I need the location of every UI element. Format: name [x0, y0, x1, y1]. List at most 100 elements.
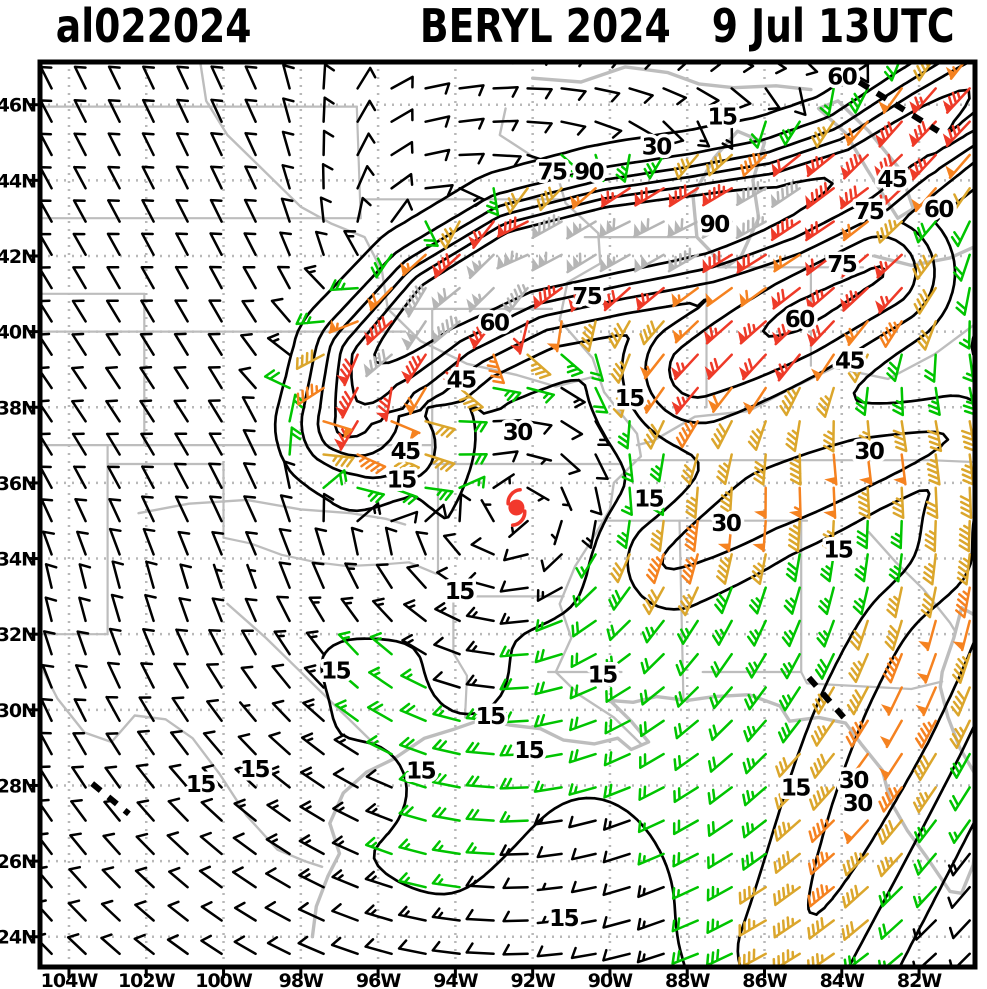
y-axis-tick-label: 32N	[0, 624, 36, 646]
contour-label: 90	[700, 212, 730, 238]
contour-label: 30	[843, 791, 873, 817]
contour-label: 15	[707, 104, 737, 130]
contour-label: 75	[537, 159, 567, 185]
contour-label: 45	[878, 167, 908, 193]
state-border	[452, 595, 469, 719]
wind-barbs	[295, 64, 973, 965]
wind-barbs	[365, 181, 801, 378]
coastline	[310, 693, 973, 939]
trough-axis-dashed	[90, 781, 131, 817]
contour-label: 30	[503, 420, 533, 446]
isotach-30kt	[300, 64, 973, 965]
hurricane-icon	[506, 487, 527, 528]
contour-labels-layer: 60 15 30 75 90 45 75 60 90 75 75 60 60 45 45 15 30 45 30 15…	[182, 64, 958, 936]
river	[137, 498, 407, 526]
contour-label: 30	[854, 439, 884, 465]
y-axis-tick-label: 30N	[0, 700, 36, 722]
x-axis-tick-label: 94W	[433, 970, 478, 989]
contour-label: 45	[447, 367, 477, 393]
contour-label: 90	[574, 159, 604, 185]
contour-label: 15	[186, 772, 216, 798]
y-axis-tick-label: 26N	[0, 851, 36, 873]
map-frame	[37, 59, 978, 970]
wind-barbs	[42, 64, 971, 965]
contour-label: 15	[445, 579, 475, 605]
contour-label: 15	[476, 704, 506, 730]
x-axis-tick-label: 98W	[279, 970, 324, 989]
contour-label: 15	[240, 757, 270, 783]
x-axis-tick-label: 88W	[665, 970, 710, 989]
state-border	[632, 459, 973, 464]
contour-label: 45	[835, 348, 865, 374]
wind-barbs	[338, 87, 971, 451]
contour-label: 30	[642, 135, 672, 161]
contour-label: 45	[391, 439, 421, 465]
contour-label: 15	[823, 537, 853, 563]
y-axis-tick-label: 46N	[0, 95, 36, 117]
contour-label: 60	[785, 307, 815, 333]
lake-shore	[531, 65, 813, 92]
contour-label: 75	[827, 252, 857, 278]
river	[199, 64, 594, 388]
state-border	[355, 105, 362, 220]
wind-barbs	[263, 64, 973, 965]
y-axis-tick-label: 42N	[0, 246, 36, 268]
contour-label: 15	[588, 662, 618, 688]
contour-label: 15	[321, 659, 351, 685]
river	[498, 107, 643, 746]
y-axis-tick-label: 24N	[0, 927, 36, 949]
contour-label: 30	[711, 511, 741, 537]
contour-label: 60	[827, 65, 857, 91]
x-axis-tick-label: 82W	[897, 970, 942, 989]
valid-time: 9 Jul 13UTC	[712, 0, 955, 53]
contour-label: 15	[406, 759, 436, 785]
lake-shore	[816, 99, 915, 220]
wind-barbs	[296, 64, 971, 908]
wind-barbs-layer	[42, 64, 973, 965]
x-axis-tick-label: 96W	[356, 970, 401, 989]
y-axis-tick-label: 44N	[0, 170, 36, 192]
contour-label: 15	[514, 738, 544, 764]
x-axis: 104W 102W 100W 98W 96W 94W 92W 90W 88W 86W 84W 82W	[41, 969, 943, 989]
hurricane-symbol-eye	[508, 499, 525, 516]
trough-axes	[90, 79, 940, 817]
river	[867, 530, 957, 634]
contour-label: 60	[924, 197, 954, 223]
y-axis-tick-label: 34N	[0, 549, 36, 571]
contour-label: 15	[549, 906, 579, 932]
river	[42, 665, 324, 868]
x-axis-tick-label: 100W	[195, 970, 253, 989]
wind-barb-pennants	[334, 100, 953, 451]
y-axis-tick-label: 38N	[0, 397, 36, 419]
trough-axis-dashed	[857, 79, 940, 134]
x-axis-tick-label: 102W	[118, 970, 176, 989]
x-axis-tick-label: 84W	[820, 970, 865, 989]
storm-name: BERYL 2024	[420, 0, 671, 53]
river	[226, 602, 376, 746]
state-border	[106, 444, 225, 539]
y-axis-tick-label: 36N	[0, 473, 36, 495]
title-bar: al022024 BERYL 2024 9 Jul 13UTC	[56, 0, 955, 53]
contour-label: 60	[480, 311, 510, 337]
x-axis-tick-label: 92W	[510, 970, 555, 989]
x-axis-tick-label: 104W	[41, 970, 99, 989]
isotach-60kt	[333, 64, 973, 439]
contour-label: 30	[839, 768, 869, 794]
y-axis-tick-label: 40N	[0, 322, 36, 344]
trough-axis-dashed	[806, 675, 846, 720]
hurricane-symbol-arms	[506, 487, 527, 528]
contour-label: 15	[615, 386, 645, 412]
wind-barb-pennants	[363, 191, 779, 377]
isotach-15kt	[273, 64, 973, 965]
x-axis-tick-label: 90W	[588, 970, 633, 989]
contour-label: 75	[572, 284, 602, 310]
y-axis: 24N 26N 28N 30N 32N 34N 36N 38N 40N 42N 44N 46N	[0, 95, 38, 949]
state-border	[800, 670, 944, 691]
state-border	[222, 536, 438, 575]
contour-label: 15	[634, 486, 664, 512]
contour-label: 15	[387, 468, 417, 494]
wind-barb-pennants	[329, 66, 965, 844]
y-axis-tick-label: 28N	[0, 775, 36, 797]
